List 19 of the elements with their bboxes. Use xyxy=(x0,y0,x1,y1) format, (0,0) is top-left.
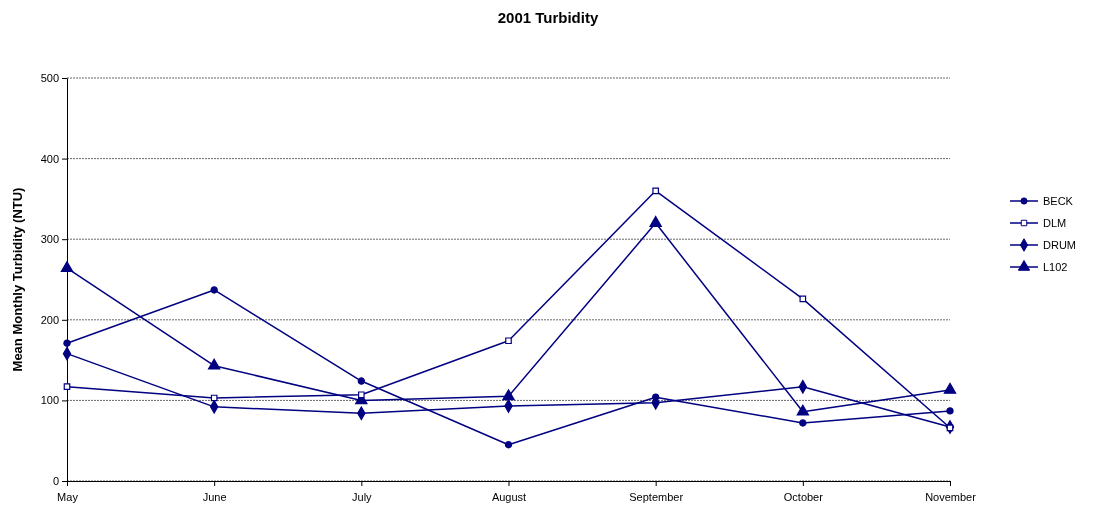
y-tick-label: 300 xyxy=(40,233,59,246)
y-tick-label: 0 xyxy=(52,475,59,488)
y-tick-label: 400 xyxy=(40,152,59,165)
y-tick-label: 200 xyxy=(40,313,59,326)
x-tick-label: July xyxy=(352,491,373,504)
x-tick-label: November xyxy=(925,491,977,504)
chart-title: 2001 Turbidity xyxy=(497,9,599,26)
y-tick-label: 500 xyxy=(40,72,59,85)
x-tick-label: October xyxy=(783,491,824,504)
legend-label: DRUM xyxy=(1043,238,1076,251)
x-tick-label: August xyxy=(491,491,527,504)
x-tick-label: May xyxy=(57,491,79,504)
legend-label: DLM xyxy=(1043,216,1067,229)
legend-label: L102 xyxy=(1043,260,1068,273)
x-tick-label: September xyxy=(629,491,684,504)
y-axis-title: Mean Monthly Turbidity (NTU) xyxy=(10,187,25,372)
legend-label: BECK xyxy=(1043,194,1074,207)
x-tick-label: June xyxy=(202,491,227,504)
y-tick-label: 100 xyxy=(40,394,59,407)
